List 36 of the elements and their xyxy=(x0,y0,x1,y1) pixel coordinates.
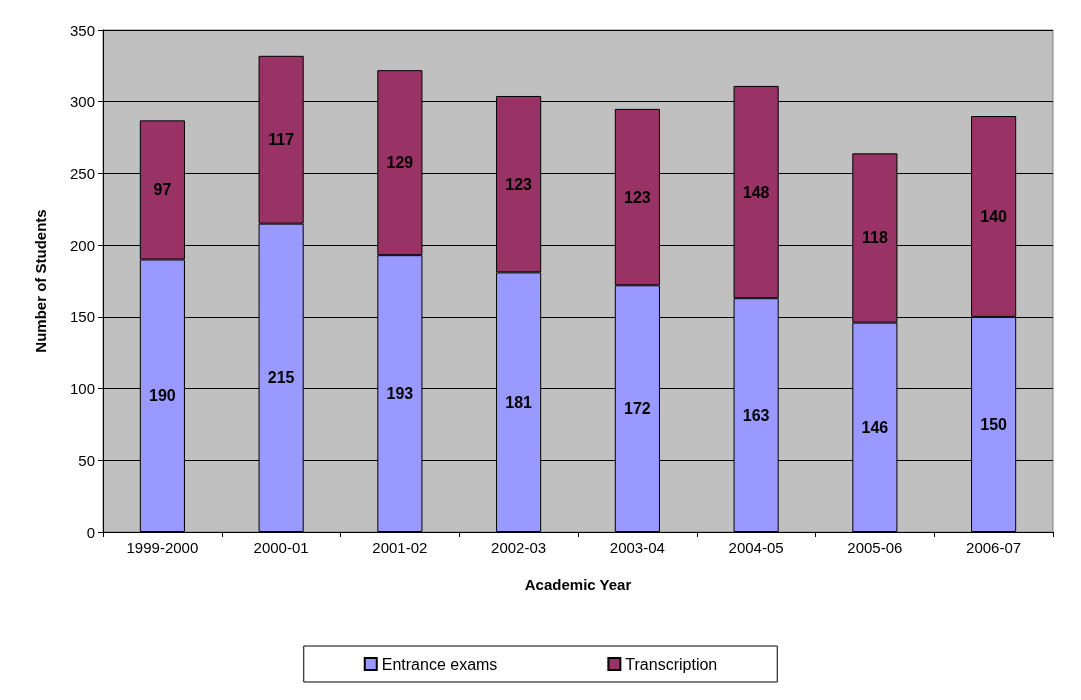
data-label: 181 xyxy=(505,393,533,411)
y-tick-label: 0 xyxy=(86,523,95,541)
y-tick-label: 350 xyxy=(69,21,95,39)
data-label: 148 xyxy=(742,183,770,201)
data-label: 150 xyxy=(980,415,1008,433)
data-label: 140 xyxy=(980,207,1008,225)
x-tick-label: 2005-06 xyxy=(847,539,903,556)
y-tick-label: 250 xyxy=(69,164,95,182)
y-tick-label: 50 xyxy=(78,451,95,469)
data-label: 129 xyxy=(386,154,414,172)
data-label: 118 xyxy=(861,229,888,247)
data-label: 163 xyxy=(742,406,770,424)
x-tick-label: 2000-01 xyxy=(253,539,309,556)
x-tick-label: 2006-07 xyxy=(966,539,1022,556)
legend-label: Entrance exams xyxy=(381,655,498,673)
x-tick-label: 2004-05 xyxy=(728,539,784,556)
y-tick-label: 150 xyxy=(69,308,95,326)
data-label: 190 xyxy=(149,387,176,405)
legend-label: Transcription xyxy=(625,655,718,673)
data-label: 123 xyxy=(624,188,651,206)
y-tick-label: 200 xyxy=(69,236,95,254)
data-label: 117 xyxy=(268,131,295,149)
data-label: 193 xyxy=(386,385,414,403)
data-label: 172 xyxy=(624,400,651,418)
data-label: 215 xyxy=(267,369,295,387)
data-label: 146 xyxy=(861,418,889,436)
y-tick-label: 100 xyxy=(69,380,95,398)
y-tick-label: 300 xyxy=(69,93,95,111)
data-label: 97 xyxy=(153,181,172,199)
x-tick-label: 2002-03 xyxy=(491,539,547,556)
x-axis-title: Academic Year xyxy=(524,576,632,593)
x-tick-label: 1999-2000 xyxy=(126,539,199,556)
x-tick-label: 2001-02 xyxy=(372,539,428,556)
x-tick-label: 2003-04 xyxy=(609,539,665,556)
y-axis-title: Number of Students xyxy=(32,209,49,353)
data-label: 123 xyxy=(505,175,533,193)
